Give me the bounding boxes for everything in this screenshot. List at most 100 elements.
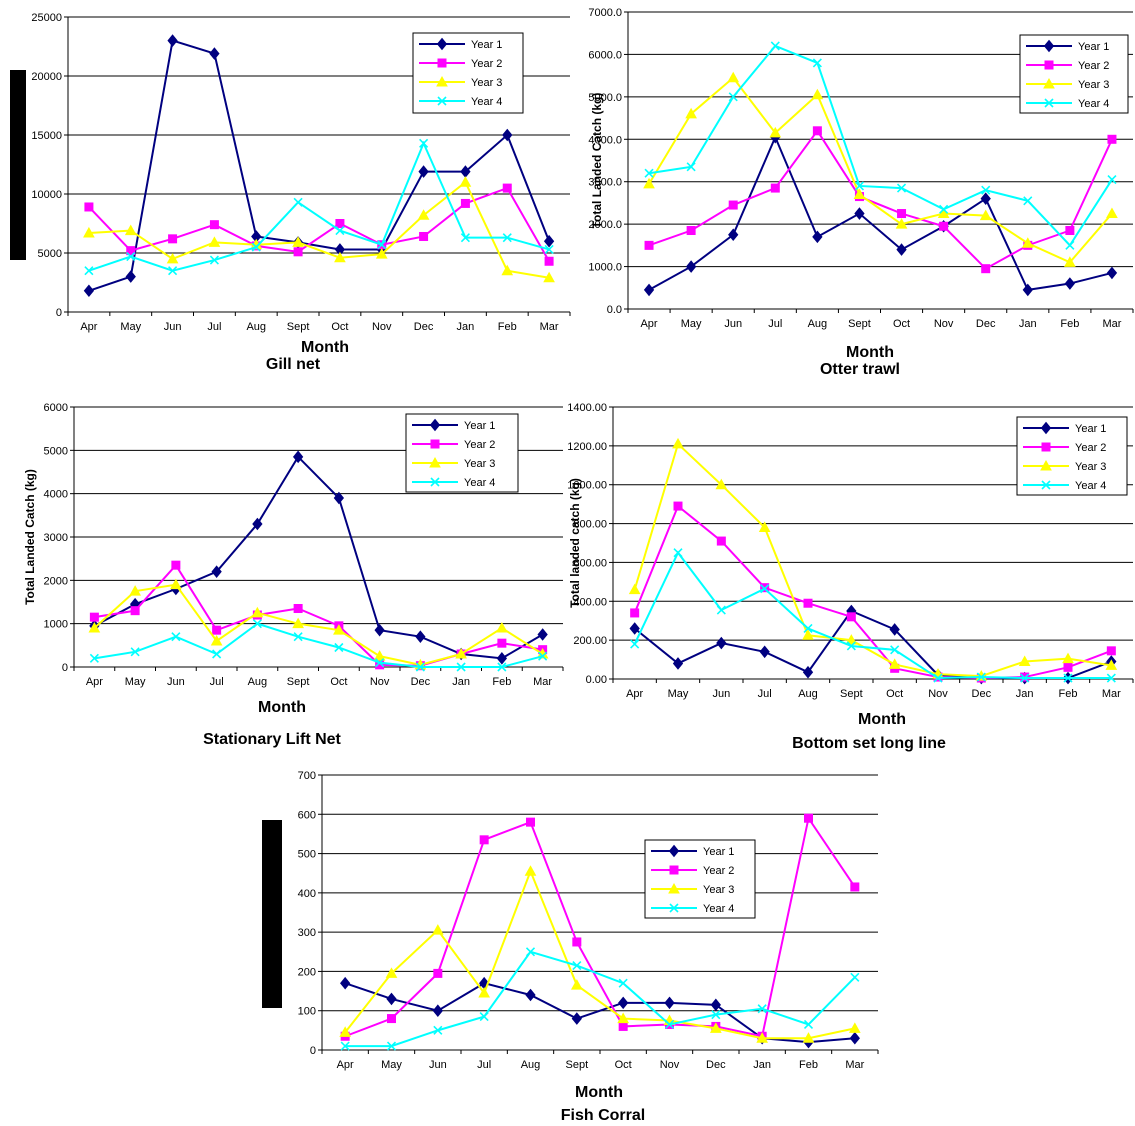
- x-tick-label: Mar: [540, 321, 559, 333]
- x-tick-label: Dec: [414, 321, 434, 333]
- x-tick-label: Jan: [753, 1059, 771, 1071]
- legend-marker: [1040, 421, 1052, 435]
- data-point: [375, 658, 385, 668]
- x-tick-label: Sept: [287, 321, 310, 333]
- data-point: [716, 536, 726, 546]
- series-line-1: [648, 134, 1113, 292]
- data-point: [628, 583, 641, 595]
- data-point: [845, 634, 858, 645]
- x-tick-label: Mar: [845, 1059, 864, 1071]
- data-point: [293, 247, 303, 257]
- data-point: [1018, 655, 1031, 667]
- legend-marker: [669, 865, 679, 875]
- data-point: [849, 1031, 860, 1045]
- x-tick-label: Mar: [1102, 318, 1121, 330]
- x-tick-label: Apr: [640, 318, 657, 330]
- x-axis-label: Month: [301, 339, 349, 356]
- data-point: [1020, 673, 1030, 683]
- data-point: [1021, 237, 1034, 248]
- y-tick-label: 20000: [31, 71, 62, 83]
- legend-marker: [436, 75, 448, 87]
- data-point: [130, 606, 140, 616]
- x-tick-label: May: [681, 318, 702, 330]
- chart-5: 0 100 200 300 400 500 600 700 Apr May Jun Jul Aug Sep…: [262, 770, 879, 1124]
- x-tick-label: Nov: [934, 318, 954, 330]
- data-point: [168, 266, 178, 276]
- data-point: [981, 185, 991, 195]
- y-tick-label: 300: [298, 927, 316, 939]
- series-line-3: [648, 76, 1113, 264]
- x-axis-label: Month: [846, 344, 894, 361]
- legend-marker: [437, 58, 447, 68]
- data-point: [335, 219, 345, 228]
- data-point: [496, 652, 508, 665]
- y-tick-label: 600: [298, 809, 316, 821]
- data-point: [854, 181, 865, 191]
- data-point: [758, 521, 771, 532]
- legend-label: Year 3: [1078, 79, 1109, 91]
- y-tick-label: 600.00: [573, 557, 607, 569]
- data-point: [715, 478, 728, 490]
- legend-marker: [1041, 480, 1051, 490]
- data-point: [501, 264, 514, 276]
- y-tick-label: 5000: [38, 248, 62, 260]
- x-tick-label: Jan: [452, 676, 470, 688]
- data-point: [525, 947, 536, 957]
- data-point: [387, 1014, 396, 1024]
- y-tick-label: 6000: [44, 402, 68, 414]
- data-point: [711, 1010, 721, 1020]
- data-point: [251, 242, 261, 252]
- data-point: [340, 1041, 350, 1051]
- x-tick-label: Jul: [768, 318, 782, 330]
- y-tick-label: 200: [298, 966, 316, 978]
- data-point: [126, 251, 136, 262]
- data-point: [84, 266, 94, 276]
- data-point: [293, 632, 303, 642]
- legend-label: Year 3: [464, 458, 495, 470]
- data-point: [252, 619, 262, 629]
- y-tick-label: 2000: [44, 575, 68, 587]
- data-point: [375, 660, 385, 670]
- data-point: [812, 230, 823, 244]
- legend-label: Year 3: [471, 77, 502, 89]
- data-point: [803, 598, 813, 608]
- x-tick-label: Nov: [370, 676, 390, 688]
- series-line-2: [344, 815, 856, 1038]
- data-point: [88, 621, 101, 633]
- legend-label: Year 1: [471, 39, 502, 51]
- data-point: [502, 183, 512, 193]
- legend-marker: [437, 96, 447, 106]
- data-point: [890, 645, 900, 655]
- y-tick-label: 800.00: [573, 519, 607, 531]
- x-tick-label: Oct: [886, 688, 903, 700]
- x-axis-label: Month: [858, 711, 906, 728]
- data-point: [252, 517, 263, 531]
- legend-box: [412, 32, 524, 114]
- y-tick-label: 1200.00: [567, 441, 607, 453]
- data-point: [686, 162, 696, 172]
- legend-label: Year 4: [703, 903, 734, 915]
- y-tick-label: 4000.0: [588, 134, 622, 146]
- data-point: [209, 47, 220, 60]
- data-point: [431, 924, 444, 935]
- series-line-3: [344, 868, 856, 1040]
- data-point: [979, 209, 992, 221]
- y-tick-label: 700: [298, 770, 316, 782]
- x-tick-label: Sept: [566, 1059, 589, 1071]
- data-point: [292, 236, 304, 247]
- data-point: [629, 622, 640, 635]
- legend-box: [644, 839, 756, 919]
- data-point: [630, 639, 640, 649]
- data-point: [497, 662, 507, 672]
- data-point: [211, 565, 222, 578]
- data-point: [130, 647, 140, 657]
- x-tick-label: Dec: [706, 1059, 726, 1071]
- data-point: [209, 255, 219, 265]
- data-point: [685, 260, 697, 273]
- series-line-1: [344, 982, 855, 1044]
- x-tick-label: Aug: [246, 321, 266, 333]
- series-line-2: [633, 504, 1112, 680]
- data-point: [1022, 283, 1033, 297]
- series-line-4: [648, 44, 1113, 247]
- x-tick-label: Aug: [798, 688, 818, 700]
